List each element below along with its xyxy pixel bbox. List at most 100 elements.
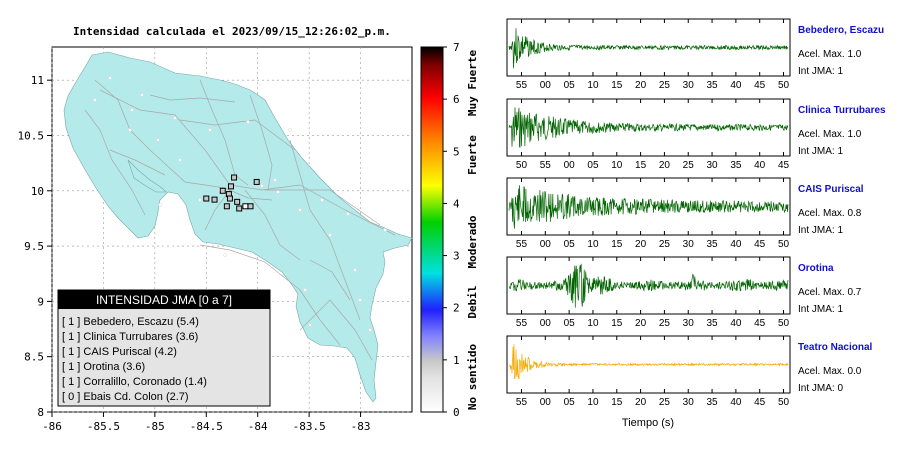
waveform-tick-label: 30 <box>683 80 695 91</box>
waveform-trace <box>508 185 789 229</box>
colorbar-tick-label: 1 <box>453 354 460 367</box>
waveform-tick-label: 55 <box>540 160 552 171</box>
colorbar-gradient <box>420 46 444 413</box>
waveform-trace <box>508 344 789 380</box>
max-acceleration: Acel. Max. 1.0 <box>798 129 862 140</box>
waveform-tick-label: 00 <box>540 80 552 91</box>
map-y-tick-label: 10.5 <box>18 129 45 142</box>
legend-title: INTENSIDAD JMA [0 a 7] <box>96 293 232 307</box>
map-panel: -86 -85.5 -85 -84.5 -84 -83.5 -83 8 8.5 9 9.5 10 10… <box>18 46 413 433</box>
legend-entry: [ 1 ] Orotina (3.6) <box>62 361 145 373</box>
legend-entry: [ 1 ] Bebedero, Escazu (5.4) <box>62 316 199 328</box>
station-marker <box>211 196 218 203</box>
colorbar-tick-label: 4 <box>453 197 460 210</box>
jma-intensity: Int JMA: 1 <box>798 304 843 315</box>
map-x-tick-label: -84 <box>248 420 268 433</box>
waveform-tick-label: 10 <box>587 397 599 408</box>
waveform-tick-label: 15 <box>611 80 623 91</box>
town-dot <box>158 203 162 207</box>
town-dot <box>328 233 332 237</box>
station-marker <box>203 195 210 202</box>
waveform-tick-label: 35 <box>706 397 718 408</box>
town-dot <box>346 212 350 216</box>
waveform-tick-label: 35 <box>706 80 718 91</box>
max-acceleration: Acel. Max. 0.0 <box>798 366 862 377</box>
colorbar-tick-label: 3 <box>453 250 460 263</box>
legend-entry: [ 1 ] CAIS Puriscal (4.2) <box>62 346 177 358</box>
waveform-tick-label: 00 <box>564 160 576 171</box>
waveform-trace <box>508 263 789 308</box>
waveform-tick-label: 10 <box>587 318 599 329</box>
waveform-tick-label: 00 <box>540 318 552 329</box>
waveform-tick-label: 25 <box>683 160 695 171</box>
waveform-tick-label: 05 <box>564 80 576 91</box>
map-x-tick-label: -84.5 <box>190 420 223 433</box>
waveform-tick-label: 55 <box>516 397 528 408</box>
waveform-tick-label: 20 <box>635 80 647 91</box>
jma-intensity: Int JMA: 1 <box>798 225 843 236</box>
waveform-tick-label: 20 <box>635 397 647 408</box>
town-dot <box>320 198 324 202</box>
station-marker <box>223 203 230 210</box>
road <box>84 109 146 216</box>
waveform-tick-label: 25 <box>659 239 671 250</box>
jma-intensity: Int JMA: 1 <box>798 146 843 157</box>
waveform-tick-label: 10 <box>611 160 623 171</box>
road <box>204 189 231 231</box>
map-x-tick-label: -83.5 <box>293 420 326 433</box>
waveform-tick-label: 50 <box>516 160 528 171</box>
waveform-tick-label: 50 <box>778 80 790 91</box>
map-y-tick-label: 8.5 <box>24 351 44 364</box>
station-name: Orotina <box>798 263 834 274</box>
colorbar-ticks: 0 1 2 3 4 5 6 7 <box>443 41 460 419</box>
town-dot <box>93 98 97 102</box>
waveform-tick-label: 40 <box>730 239 742 250</box>
road <box>94 79 226 189</box>
colorbar-tick-label: 0 <box>453 406 460 419</box>
costa-rica-land <box>63 51 413 403</box>
map-y-tick-label: 11 <box>31 74 44 87</box>
town-dot <box>353 268 357 272</box>
waveform-tick-label: 55 <box>516 239 528 250</box>
town-dot <box>298 208 302 212</box>
station-markers <box>203 174 260 212</box>
road <box>199 244 341 346</box>
waveform-tick-label: 45 <box>754 397 766 408</box>
station-name: Clinica Turrubares <box>798 105 886 116</box>
legend-entries: [ 1 ] Bebedero, Escazu (5.4) [ 1 ] Clinic… <box>62 316 207 403</box>
road-network <box>84 76 396 361</box>
road <box>149 94 236 103</box>
map-y-axis: 8 8.5 9 9.5 10 10.5 11 <box>18 74 52 419</box>
station-marker <box>242 203 249 210</box>
map-x-tick-label: -86 <box>42 420 62 433</box>
road <box>289 139 361 321</box>
town-dot <box>178 158 182 162</box>
road <box>244 189 301 261</box>
waveform-tick-label: 20 <box>659 160 671 171</box>
waveform-tick-label: 05 <box>564 239 576 250</box>
road <box>309 259 351 301</box>
colorbar-tick-label: 5 <box>453 145 460 158</box>
colorbar-label-muy-fuerte: Muy Fuerte <box>466 50 479 117</box>
station-marker <box>219 187 226 194</box>
waveform-tick-label: 25 <box>659 80 671 91</box>
town-dot <box>288 128 292 132</box>
waveform-tick-label: 45 <box>778 160 790 171</box>
waveform-tick-label: 45 <box>754 80 766 91</box>
waveform-tick-label: 25 <box>659 318 671 329</box>
waveform-panel: 55 00 05 10 15 20 25 30 35 40 45 50 Teatro Nacional A… <box>506 335 872 408</box>
station-name: Bebedero, Escazu <box>798 25 884 36</box>
waveform-tick-label: 30 <box>706 160 718 171</box>
town-dot <box>273 178 277 182</box>
station-name: CAIS Puriscal <box>798 184 864 195</box>
waveform-tick-label: 55 <box>516 318 528 329</box>
waveform-tick-label: 40 <box>730 397 742 408</box>
waveform-tick-label: 00 <box>540 239 552 250</box>
waveform-tick-label: 05 <box>587 160 599 171</box>
waveform-tick-label: 40 <box>730 318 742 329</box>
waveform-tick-label: 15 <box>611 318 623 329</box>
waveform-tick-label: 20 <box>635 318 647 329</box>
waveform-tick-label: 45 <box>754 318 766 329</box>
waveform-tick-label: 55 <box>516 80 528 91</box>
colorbar-label-debil: Debil <box>466 285 479 318</box>
